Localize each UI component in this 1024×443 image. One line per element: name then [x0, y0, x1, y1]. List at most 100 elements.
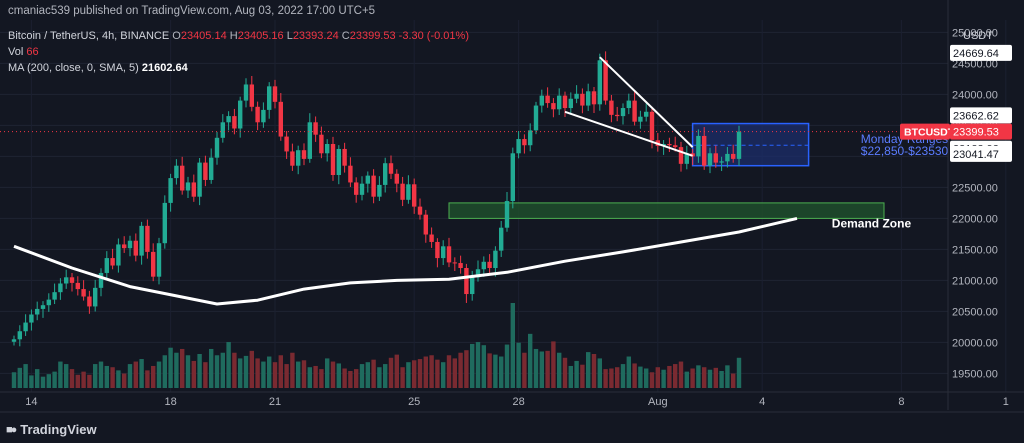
candle-body: [580, 93, 585, 106]
price-label: 24669.64: [953, 48, 999, 60]
volume-bar: [591, 354, 597, 388]
candle-body: [725, 153, 730, 162]
volume-bar: [116, 370, 121, 388]
volume-bar: [209, 348, 214, 388]
volume-bar: [470, 343, 475, 388]
volume-bar: [139, 359, 144, 388]
candle-body: [707, 153, 713, 166]
candle-body: [371, 175, 376, 197]
volume-bar: [475, 342, 481, 388]
volume-label[interactable]: Vol: [8, 46, 24, 58]
candle-body: [713, 153, 718, 163]
volume-bar: [226, 342, 231, 388]
volume-bar: [29, 375, 34, 388]
volume-bar: [638, 366, 643, 388]
candle-body: [267, 86, 272, 110]
candle-body: [191, 182, 196, 197]
volume-bar: [203, 362, 208, 388]
candle-body: [586, 91, 591, 106]
candle-body: [736, 131, 742, 159]
candle-body: [632, 100, 637, 122]
x-tick-label: 4: [759, 396, 765, 408]
candle-body: [388, 163, 394, 174]
price-label-box: [950, 145, 1012, 162]
y-tick-label: 25000.00: [952, 27, 998, 39]
candle-body: [151, 251, 156, 277]
candle-body: [87, 296, 92, 307]
volume-bar: [499, 356, 504, 388]
candle-body: [325, 144, 330, 154]
volume-bar: [249, 350, 254, 388]
candle-body: [464, 268, 469, 295]
candle-body: [696, 135, 701, 157]
volume-bar: [174, 352, 179, 388]
volume-bar: [412, 360, 417, 388]
volume-bar: [214, 355, 220, 388]
volume-bar: [284, 364, 289, 388]
currency-label: USDT: [963, 30, 993, 42]
volume-bar: [185, 355, 191, 388]
candle-body: [504, 201, 510, 228]
volume-bar: [110, 367, 115, 388]
volume-bar: [313, 365, 318, 388]
ma-label[interactable]: MA (200, close, 0, SMA, 5): [8, 62, 139, 74]
volume-bar: [615, 367, 620, 388]
volume-bar: [458, 352, 463, 388]
volume-bar: [586, 352, 591, 388]
volume-bar: [243, 355, 249, 388]
candle-body: [441, 246, 446, 259]
close-label: C: [341, 30, 350, 42]
candle-body: [678, 147, 684, 164]
candle-body: [197, 162, 202, 197]
volume-bar: [359, 364, 365, 388]
candle-body: [139, 225, 144, 256]
symbol-title[interactable]: Bitcoin / TetherUS, 4h, BINANCE: [8, 30, 170, 42]
volume-bar: [417, 359, 423, 388]
publisher-line: cmaniac539 published on TradingView.com,…: [8, 5, 376, 17]
candle-body: [174, 165, 179, 179]
volume-bar: [220, 352, 225, 388]
x-tick-label: 14: [25, 396, 37, 408]
ma-200-line: [13, 216, 798, 306]
y-tick-label: 22500.00: [952, 182, 998, 194]
candle-body: [261, 109, 266, 123]
volume-bar: [272, 362, 278, 388]
volume-bar: [75, 374, 80, 388]
candle-body: [458, 263, 463, 268]
tradingview-brand[interactable]: ■● TradingView: [6, 422, 97, 437]
volume-bar: [197, 354, 202, 388]
volume-bar: [388, 357, 394, 388]
volume-bar: [545, 350, 550, 388]
candle-body: [11, 339, 17, 342]
candle-body: [423, 214, 428, 235]
chart-annotation: Demand Zone: [832, 217, 912, 231]
candle-body: [539, 95, 544, 106]
candle-body: [220, 122, 225, 138]
candle-body: [284, 136, 289, 152]
candle-body: [226, 116, 231, 123]
volume-bar: [696, 365, 701, 388]
volume-bar: [127, 364, 133, 388]
volume-bar: [307, 367, 312, 388]
candle-body: [516, 139, 521, 154]
x-tick-label: 25: [408, 396, 420, 408]
current-price-label: 23399.53: [953, 127, 999, 139]
candle-body: [475, 269, 481, 278]
volume-bar: [562, 357, 568, 388]
candle-body: [313, 122, 318, 135]
volume-bar: [632, 363, 637, 388]
volume-bar: [539, 351, 544, 388]
volume-bar: [81, 371, 86, 388]
volume-bar: [104, 365, 109, 388]
volume-bar: [151, 365, 156, 388]
candle-body: [122, 244, 127, 249]
volume-bar: [667, 365, 672, 388]
open-value: 23405.14: [180, 30, 227, 42]
candle-body: [81, 289, 86, 297]
time-axis[interactable]: 14 18 21 25 28 Aug 4 8 1: [0, 391, 1024, 413]
price-axis[interactable]: 25000.0024500.0024000.0023500.0023000.00…: [900, 0, 1012, 410]
volume-bar: [40, 376, 46, 388]
volume-bar: [52, 371, 57, 388]
